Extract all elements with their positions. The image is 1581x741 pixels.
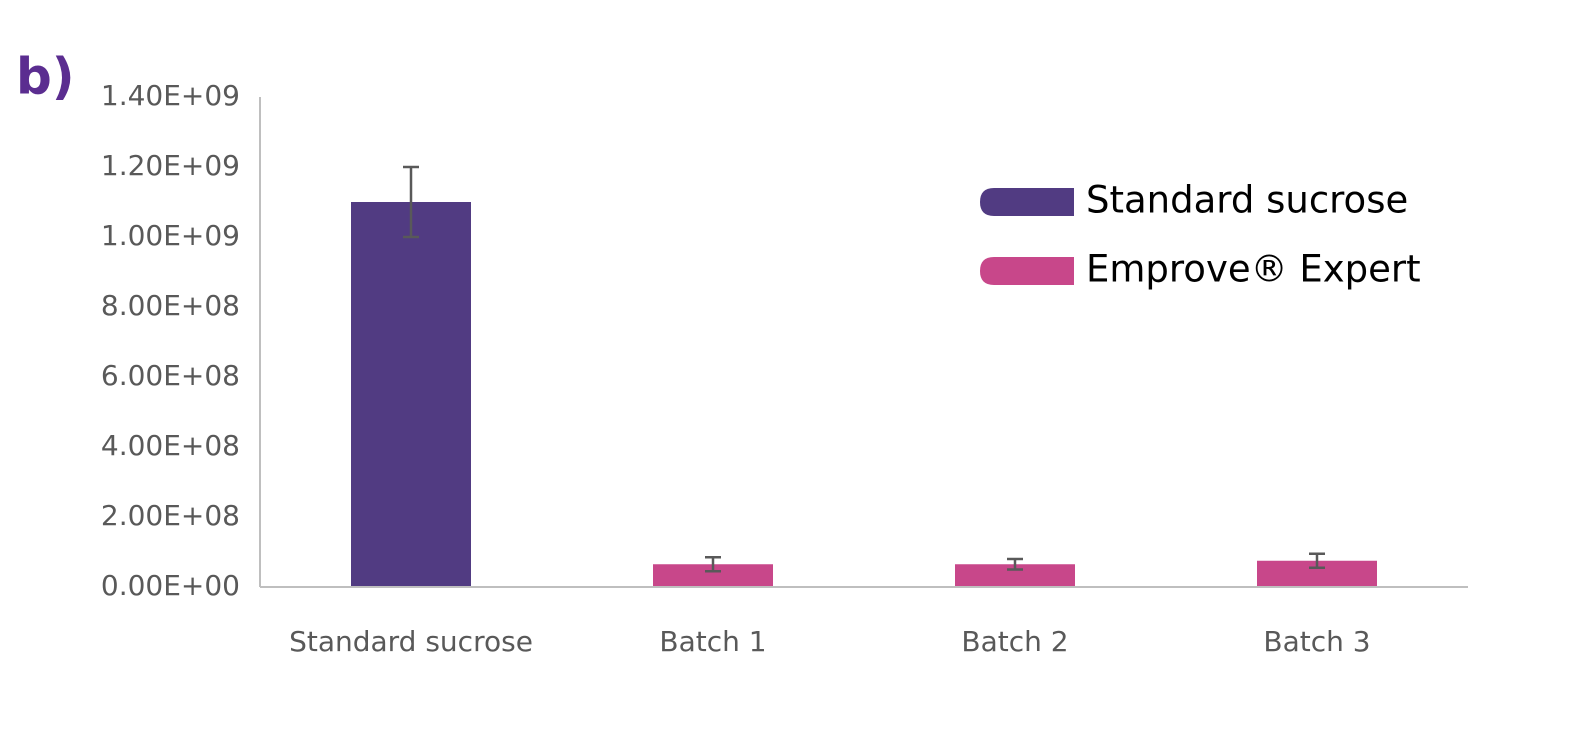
y-tick-label: 4.00E+08	[101, 429, 240, 462]
legend-swatch	[980, 188, 1074, 216]
error-bar	[705, 556, 721, 573]
legend-swatch	[980, 257, 1074, 285]
y-tick-label: 8.00E+08	[101, 289, 240, 322]
x-tick-label: Batch 2	[961, 625, 1068, 658]
legend-label: Emprove® Expert	[1086, 248, 1421, 291]
error-bar	[403, 165, 419, 239]
y-tick-label: 1.20E+09	[101, 149, 240, 182]
x-tick-label: Batch 1	[659, 625, 766, 658]
bar	[955, 564, 1075, 587]
y-tick-label: 6.00E+08	[101, 359, 240, 392]
y-tick-label: 0.00E+00	[101, 569, 240, 602]
legend-label: Standard sucrose	[1086, 179, 1408, 222]
y-tick-label: 2.00E+08	[101, 499, 240, 532]
error-bar	[1007, 557, 1023, 571]
y-tick-label: 1.40E+09	[101, 79, 240, 112]
bar	[351, 202, 471, 587]
bar	[653, 564, 773, 587]
error-bar	[1309, 552, 1325, 569]
x-tick-label: Batch 3	[1263, 625, 1370, 658]
panel-label: b)	[16, 48, 75, 106]
y-tick-label: 1.00E+09	[101, 219, 240, 252]
x-tick-label: Standard sucrose	[289, 625, 533, 658]
